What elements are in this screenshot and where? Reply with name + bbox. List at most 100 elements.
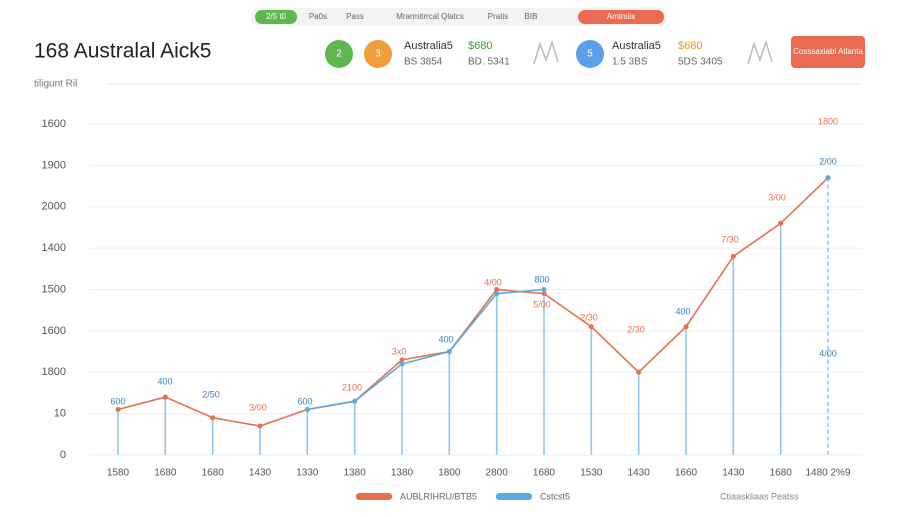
point [257,423,263,429]
badge [325,40,353,68]
action-button[interactable] [791,36,865,68]
x-tick-label: 1680 [770,468,793,479]
nav-pill-label[interactable]: Pass [346,12,364,21]
data-annotation: 2/30 [580,312,598,322]
x-tick-label: 1430 [628,468,651,479]
point [494,291,500,297]
badge-text: 5 [587,49,593,60]
data-annotation: 3x0 [392,346,407,356]
series-line [117,177,829,427]
y-tick-label: 1600 [42,118,66,130]
data-annotation: 600 [297,396,312,406]
y-tick-label: 1500 [42,283,66,295]
x-tick-label: 1530 [580,468,603,479]
y-tick-label: 10 [54,408,66,420]
x-tick-label: 1430 [722,468,745,479]
point [446,349,452,355]
point [399,357,405,363]
x-tick-label: 1480 2%9 [805,468,850,479]
badge [576,40,604,68]
data-annotation: 3/00 [768,192,786,202]
y-tick-label: 1800 [42,366,66,378]
chart-subtitle: tiligunt Ril [34,79,77,90]
point [115,406,121,412]
nav-pill-label[interactable]: 2/5 t0 [266,12,287,21]
point [352,398,358,404]
nav-pill-label[interactable]: Pa0s [309,12,327,21]
sparkline-icon [533,39,559,65]
y-tick-label: 2000 [42,201,66,213]
x-tick-label: 1800 [438,468,461,479]
badge-text: 3 [375,49,381,60]
legend-label: Cstcst5 [540,491,570,501]
point [162,394,168,400]
top-bar [250,8,668,26]
point [210,415,216,421]
stat-line: 5DS 3405 [678,57,723,68]
data-annotation: 400 [438,334,453,344]
x-tick-label: 1380 [391,468,414,479]
nav-pill-label[interactable]: BIB [525,12,538,21]
legend-swatch [356,493,392,500]
y-tick-label: 0 [60,449,66,461]
chart-title: 168 Australal Aick5 [34,40,211,63]
nav-pill-label[interactable]: Pratis [488,12,508,21]
x-tick-label: 1580 [107,468,130,479]
point [494,287,500,292]
sparkline-icon [747,39,773,65]
x-tick-label: 1680 [533,468,556,479]
x-tick-label: 1330 [296,468,319,479]
nav-pill[interactable] [255,10,297,24]
x-tick-label: 1430 [249,468,272,479]
data-annotation: 4/00 [819,348,837,358]
nav-pill-label[interactable]: Amtrsiis [607,12,635,21]
data-annotation: 800 [534,274,549,284]
legend-swatch [496,493,532,500]
data-annotation: 600 [110,396,125,406]
point [541,287,547,292]
badge [364,40,392,68]
point [825,175,831,181]
stat-line: 1.5 3BS [612,57,648,68]
stat-value: $680 [468,40,492,52]
data-annotation: 2/50 [202,389,220,399]
y-tick-label: 1900 [42,159,66,171]
x-tick-label: 2800 [486,468,509,479]
stat-value: $680 [678,40,702,52]
data-annotation: 1800 [818,116,838,126]
point [304,406,310,412]
legend-label: AUBLRIHRU/BTB5 [400,491,477,501]
point [541,291,547,297]
stat-line: BS 3854 [404,57,443,68]
point [683,324,689,330]
data-annotation: 7/30 [721,234,739,244]
x-tick-label: 1380 [344,468,367,479]
nav-pill-label[interactable]: Mrarmitrrcal Qlatcs [396,12,464,21]
data-annotation: 3/00 [249,402,267,412]
data-annotation: 400 [675,306,690,316]
stat-line: BD. 5341 [468,57,510,68]
badge-text: 2 [336,49,342,60]
data-annotation: 400 [157,376,172,386]
nav-pill[interactable] [578,10,664,24]
stat-name: Australia5 [612,40,661,52]
point [636,369,642,375]
stat-name: Australia5 [404,40,453,52]
x-tick-label: 1680 [202,468,225,479]
point [588,324,594,330]
footer-note: Ctiaaskliaas Peatss [720,491,799,501]
data-annotation: 2100 [342,382,362,392]
y-tick-label: 1600 [42,325,66,337]
x-tick-label: 1680 [154,468,177,479]
data-annotation: 5/00 [533,299,551,309]
point [778,220,784,226]
x-tick-label: 1660 [675,468,698,479]
button-label[interactable]: Cosssaxlabl Atlanta [793,47,863,56]
data-annotation: 4/00 [484,277,502,287]
point [730,253,736,259]
data-annotation: 2/00 [819,156,837,166]
point [399,361,405,367]
y-tick-label: 1400 [42,242,66,254]
data-annotation: 2/30 [627,324,645,334]
